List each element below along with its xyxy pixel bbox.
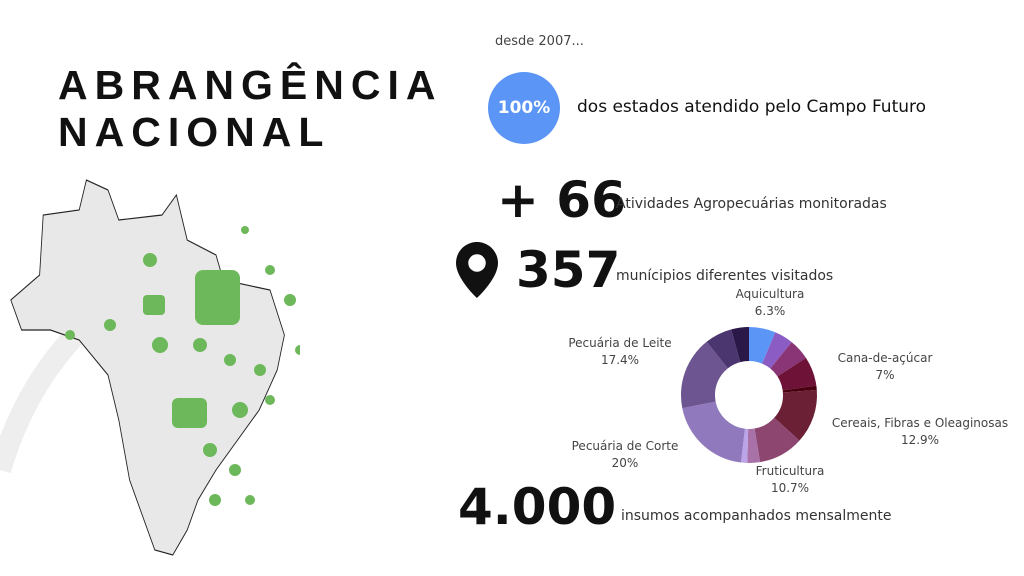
states-text: dos estados atendido pelo Campo Futuro xyxy=(577,97,927,117)
label-cana: Cana-de-açúcar 7% xyxy=(830,350,940,384)
donut-chart xyxy=(681,327,817,463)
donut-slice xyxy=(747,428,761,463)
label-value: 6.3% xyxy=(754,304,786,318)
label-value: 12.9% xyxy=(900,433,940,447)
donut-slice xyxy=(777,357,817,391)
inputs-text: insumos acompanhados mensalmente xyxy=(621,508,892,524)
municipalities-value: 357 xyxy=(516,241,621,299)
donut-slice xyxy=(731,327,749,363)
label-pecuaria-corte: Pecuária de Corte 20% xyxy=(565,438,685,472)
donut-slice xyxy=(770,342,806,377)
label-value: 20% xyxy=(611,456,639,470)
label-name: Fruticultura xyxy=(755,464,825,478)
activities-value: + 66 xyxy=(497,171,626,229)
inputs-value: 4.000 xyxy=(458,478,617,536)
page-title: ABRANGÊNCIA NACIONAL xyxy=(58,62,443,156)
label-name: Aquicultura xyxy=(735,287,805,301)
label-value: 10.7% xyxy=(770,481,810,495)
donut-slice xyxy=(681,341,728,409)
label-value: 7% xyxy=(875,368,895,382)
donut-slice xyxy=(774,389,817,441)
label-cereais: Cereais, Fibras e Oleaginosas 12.9% xyxy=(830,415,1010,449)
donut-slice xyxy=(706,329,741,369)
donut-slice xyxy=(740,428,749,463)
label-pecuaria-leite: Pecuária de Leite 17.4% xyxy=(560,335,680,369)
label-name: Cereais, Fibras e Oleaginosas xyxy=(831,416,1009,430)
donut-slice xyxy=(782,385,817,393)
map-pin-icon xyxy=(456,242,498,298)
activities-text: Atividades Agropecuárias monitoradas xyxy=(616,196,887,212)
brazil-map xyxy=(0,179,300,556)
title-line-2: NACIONAL xyxy=(58,109,331,155)
label-value: 17.4% xyxy=(600,353,640,367)
donut-slice xyxy=(754,417,800,463)
visited-municipalities xyxy=(65,226,300,506)
label-name: Cana-de-açúcar xyxy=(837,351,933,365)
donut-slice xyxy=(682,401,745,463)
states-percent-badge: 100% xyxy=(488,72,560,144)
donut-slice xyxy=(762,332,792,369)
label-name: Pecuária de Corte xyxy=(571,439,679,453)
title-line-1: ABRANGÊNCIA xyxy=(58,62,443,108)
municipalities-text: munícipios diferentes visitados xyxy=(616,268,834,284)
label-name: Pecuária de Leite xyxy=(568,336,672,350)
donut-slice xyxy=(749,327,776,364)
since-label: desde 2007... xyxy=(495,34,584,49)
label-fruticultura: Fruticultura 10.7% xyxy=(735,463,845,497)
label-aquicultura: Aquicultura 6.3% xyxy=(715,286,825,320)
